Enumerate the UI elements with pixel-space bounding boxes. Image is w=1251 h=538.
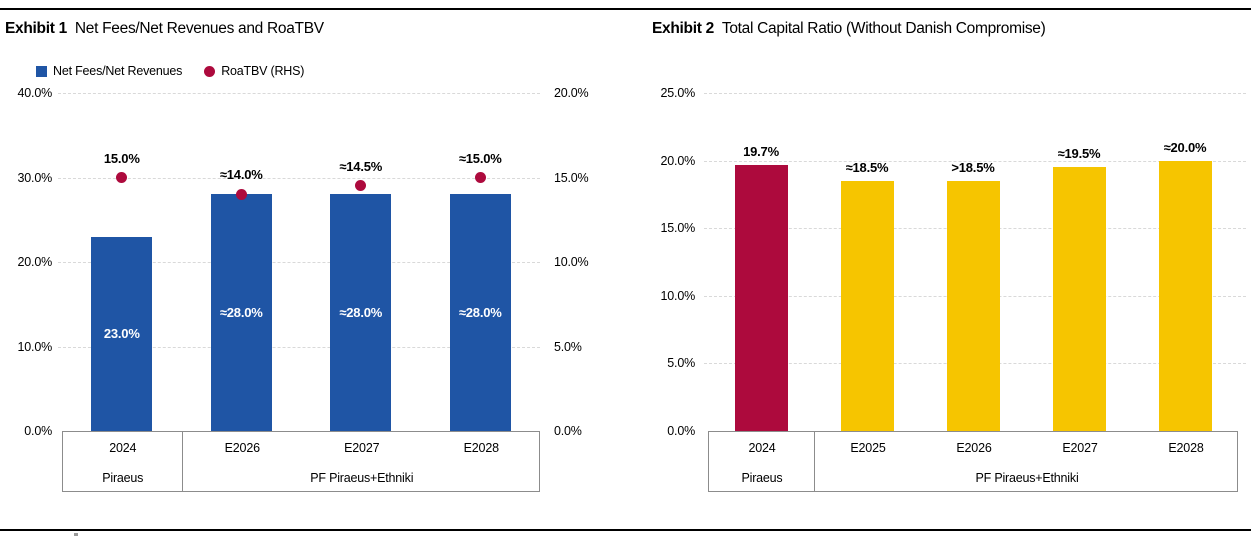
- left-axis-tick: 10.0%: [660, 288, 696, 303]
- x-group-label: PF Piraeus+Ethniki: [975, 471, 1079, 485]
- x-axis-box: 2024 E2025 E2026 E2027 E2028 Piraeus PF Piraeu…: [708, 431, 1238, 492]
- legend-label-roatbv: RoaTBV (RHS): [221, 64, 305, 78]
- bar-value-label: >18.5%: [951, 159, 995, 175]
- x-axis-group-divider: [181, 432, 183, 491]
- dot-value-label: ≈15.0%: [458, 150, 502, 166]
- bar-value-label: 23.0%: [103, 325, 140, 341]
- x-group-label: PF Piraeus+Ethniki: [310, 471, 414, 485]
- bar-value-label: ≈19.5%: [1057, 146, 1101, 162]
- x-axis-box: 2024 E2026 E2027 E2028 Piraeus PF Piraeus+Eth…: [62, 431, 540, 492]
- right-axis-tick: 0.0%: [554, 424, 582, 438]
- bar-E2027: [330, 194, 392, 431]
- x-axis-group-divider: [814, 432, 815, 491]
- right-axis-tick: 10.0%: [554, 255, 589, 269]
- x-category-label: E2026: [956, 441, 992, 455]
- bar-E2026: [946, 180, 1000, 431]
- exhibit2-label: Exhibit 2: [652, 20, 714, 37]
- exhibit1-title: Exhibit 1 Net Fees/Net Revenues and RoaTB…: [5, 20, 324, 38]
- cropped-text-fragment: [74, 533, 78, 536]
- legend: Net Fees/Net Revenues RoaTBV (RHS): [36, 64, 304, 78]
- top-rule: [0, 8, 1251, 10]
- exhibit2-title: Exhibit 2 Total Capital Ratio (Without Da…: [652, 20, 1046, 38]
- left-axis-tick: 20.0%: [660, 153, 696, 168]
- x-category-label: E2028: [463, 441, 499, 455]
- bar-value-label: 19.7%: [743, 143, 779, 159]
- left-axis-tick: 25.0%: [660, 86, 696, 100]
- left-axis-tick: 5.0%: [667, 356, 695, 371]
- bar-value-label: ≈28.0%: [219, 304, 263, 320]
- left-axis-tick: 20.0%: [17, 255, 53, 269]
- y-gridline: [704, 160, 1246, 162]
- y-gridline: [58, 346, 540, 348]
- dot-value-label: 15.0%: [103, 150, 140, 166]
- x-category-label: E2028: [1168, 441, 1204, 455]
- exhibit1-label: Exhibit 1: [5, 20, 67, 37]
- left-axis-tick: 0.0%: [667, 424, 695, 438]
- x-category-label: E2027: [344, 441, 380, 455]
- legend-item-net-fees: Net Fees/Net Revenues: [36, 64, 182, 78]
- dot-swatch-icon: [204, 65, 216, 77]
- bar-value-label: ≈28.0%: [339, 304, 383, 320]
- x-group-label: Piraeus: [741, 471, 783, 485]
- legend-label-net-fees: Net Fees/Net Revenues: [53, 64, 183, 78]
- y-gridline: [704, 93, 1246, 94]
- x-category-label: E2025: [850, 441, 886, 455]
- right-axis-tick: 15.0%: [554, 170, 589, 185]
- bar-value-label: ≈28.0%: [458, 304, 502, 320]
- legend-item-roatbv: RoaTBV (RHS): [204, 64, 304, 78]
- x-category-label: 2024: [109, 441, 137, 455]
- x-category-label: 2024: [748, 441, 776, 455]
- exhibit2-title-text: Total Capital Ratio (Without Danish Comp…: [721, 20, 1046, 37]
- bar-E2028: [1158, 160, 1212, 431]
- y-gridline: [58, 262, 540, 263]
- bottom-rule: [0, 529, 1251, 531]
- dot-value-label: ≈14.0%: [219, 167, 263, 183]
- left-axis-tick: 40.0%: [17, 86, 53, 100]
- y-gridline: [58, 177, 540, 179]
- roatbv-dot: [355, 180, 367, 192]
- bar-swatch-icon: [36, 65, 47, 77]
- bar-E2028: [449, 194, 511, 431]
- x-category-label: E2026: [224, 441, 260, 455]
- bar-value-label: ≈18.5%: [845, 159, 889, 175]
- bar-E2025: [840, 180, 894, 431]
- roatbv-dot: [116, 172, 128, 183]
- roatbv-dot: [235, 188, 247, 200]
- x-category-label: E2027: [1062, 441, 1098, 455]
- right-axis-tick: 20.0%: [554, 86, 589, 100]
- x-group-label: Piraeus: [102, 471, 144, 485]
- right-axis-tick: 5.0%: [554, 339, 582, 354]
- bar-value-label: ≈20.0%: [1163, 139, 1207, 155]
- left-axis-tick: 10.0%: [17, 339, 53, 354]
- dot-value-label: ≈14.5%: [339, 158, 383, 174]
- exhibit1-title-text: Net Fees/Net Revenues and RoaTBV: [74, 20, 324, 37]
- left-axis-tick: 0.0%: [24, 424, 52, 438]
- bar-E2026: [210, 194, 272, 431]
- bar-2024: [91, 236, 153, 431]
- bar-2024: [734, 164, 788, 431]
- y-gridline: [58, 93, 540, 94]
- left-axis-tick: 15.0%: [660, 221, 696, 236]
- bar-E2027: [1052, 167, 1106, 431]
- left-axis-tick: 30.0%: [17, 170, 53, 185]
- roatbv-dot: [474, 172, 486, 183]
